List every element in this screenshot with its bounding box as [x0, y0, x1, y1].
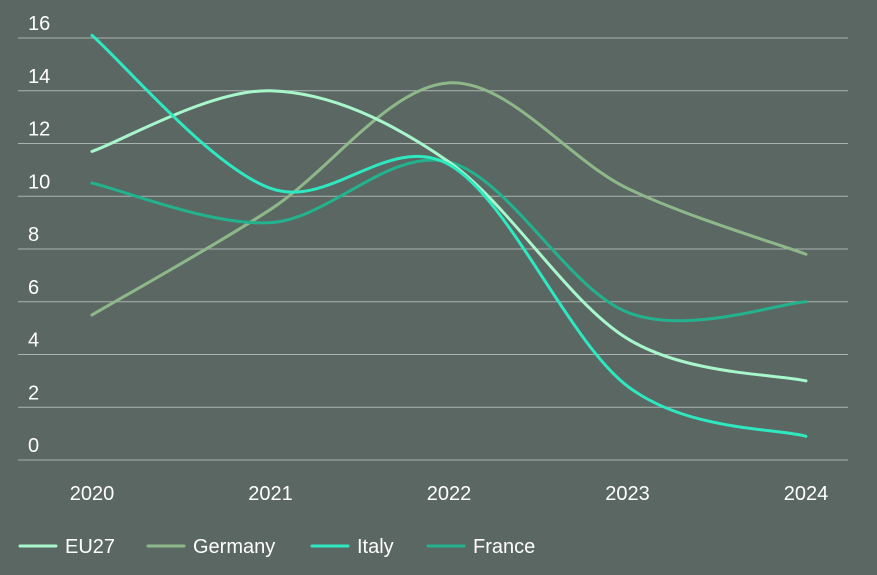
x-tick-label-2020: 2020 [70, 483, 115, 505]
y-tick-label-16: 16 [28, 13, 50, 35]
series-line-france [90, 158, 808, 323]
y-tick-label-12: 12 [28, 119, 50, 141]
y-tick-label-14: 14 [28, 66, 50, 88]
x-tick-label-2024: 2024 [784, 483, 829, 505]
series-line-italy [90, 33, 808, 438]
y-tick-label-2: 2 [28, 382, 39, 404]
x-tick-label-2021: 2021 [248, 483, 293, 505]
y-tick-label-8: 8 [28, 224, 39, 246]
x-tick-label-2022: 2022 [427, 483, 472, 505]
y-axis-ticks: 0 2 4 6 8 10 12 14 16 [28, 13, 50, 457]
grid-layer [18, 37, 848, 461]
legend-label-eu27: EU27 [65, 536, 115, 558]
x-tick-label-2023: 2023 [605, 483, 650, 505]
series-layer [90, 33, 808, 438]
y-tick-label-0: 0 [28, 435, 39, 457]
x-axis-ticks: 2020 2021 2022 2023 2024 [70, 483, 829, 505]
legend-label-germany: Germany [193, 536, 275, 558]
legend: EU27 Germany Italy France [18, 536, 535, 558]
legend-label-france: France [473, 536, 535, 558]
y-tick-label-4: 4 [28, 330, 39, 352]
series-line-germany [90, 81, 808, 317]
series-line-eu27 [90, 89, 808, 383]
y-tick-label-10: 10 [28, 171, 50, 193]
y-tick-label-6: 6 [28, 277, 39, 299]
legend-label-italy: Italy [357, 536, 394, 558]
